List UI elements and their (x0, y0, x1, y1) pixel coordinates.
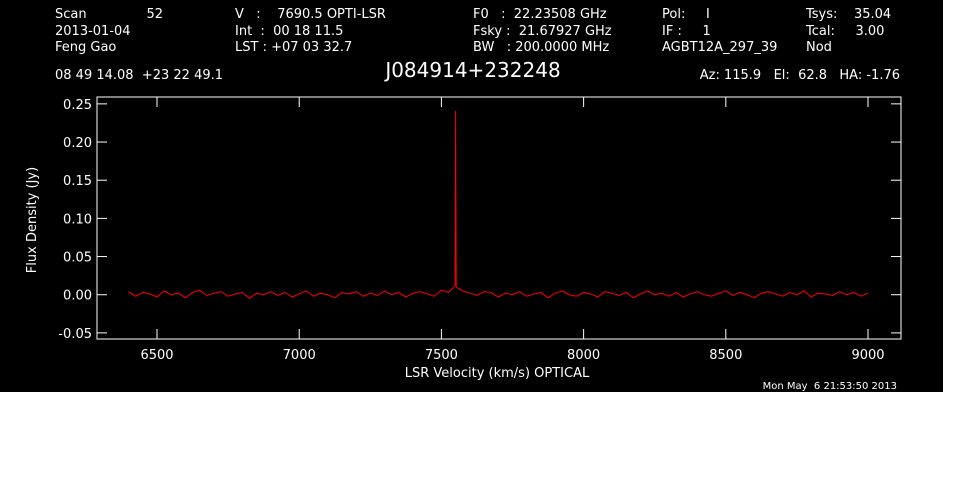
header-info: V : 7690.5 OPTI-LSR (235, 7, 386, 22)
header-info: IF : 1 (662, 24, 711, 39)
y-tick-label: 0.25 (63, 98, 92, 113)
header-info: Nod (806, 40, 832, 55)
header-info: F0 : 22.23508 GHz (473, 7, 607, 22)
header-info: Pol: I (662, 7, 710, 22)
x-tick-label: 7000 (283, 348, 316, 363)
x-tick-label: 8500 (709, 348, 742, 363)
chart-title: J084914+232248 (383, 58, 560, 82)
header-info: 08 49 14.08 +23 22 49.1 (55, 68, 223, 83)
y-tick-label: 0.05 (63, 251, 92, 266)
header-info: 2013-01-04 (55, 24, 131, 39)
timestamp: Mon May 6 21:53:50 2013 (763, 381, 897, 392)
header-info: Fsky : 21.67927 GHz (473, 24, 612, 39)
header-info: 52 (146, 7, 163, 22)
header-info: Scan (55, 7, 87, 22)
header-info: Tcal: 3.00 (805, 24, 884, 39)
header-info: Tsys: 35.04 (805, 7, 891, 22)
y-tick-label: 0.00 (63, 289, 92, 304)
x-axis-label: LSR Velocity (km/s) OPTICAL (405, 366, 590, 381)
y-axis-label: Flux Density (Jy) (25, 167, 40, 273)
header-info: AGBT12A_297_39 (662, 40, 777, 55)
header-info: LST : +07 03 32.7 (235, 40, 352, 55)
x-tick-label: 6500 (140, 348, 173, 363)
y-tick-label: -0.05 (58, 327, 92, 342)
header-info: Feng Gao (55, 40, 116, 55)
x-tick-label: 8000 (567, 348, 600, 363)
x-tick-label: 9000 (851, 348, 884, 363)
y-tick-label: 0.10 (63, 212, 92, 227)
header-info: BW : 200.0000 MHz (473, 40, 609, 55)
plot-background (0, 0, 943, 392)
y-tick-label: 0.15 (63, 174, 92, 189)
y-tick-label: 0.20 (63, 136, 92, 151)
header-info: Az: 115.9 El: 62.8 HA: -1.76 (700, 68, 900, 83)
header-info: Int : 00 18 11.5 (235, 24, 343, 39)
x-tick-label: 7500 (425, 348, 458, 363)
spectrum-line (128, 110, 869, 300)
